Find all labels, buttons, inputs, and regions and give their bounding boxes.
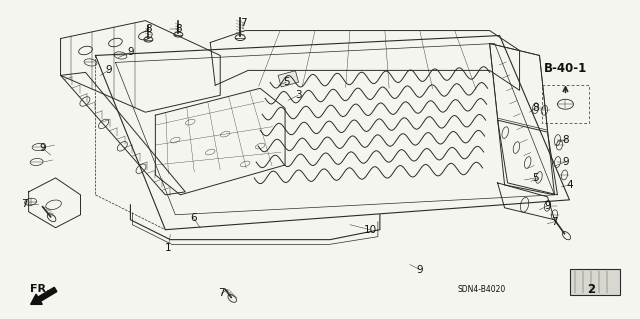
Text: 6: 6 bbox=[190, 213, 196, 223]
Text: 7: 7 bbox=[218, 288, 225, 298]
FancyBboxPatch shape bbox=[570, 269, 620, 295]
Bar bbox=[541, 85, 589, 123]
Text: 7: 7 bbox=[551, 217, 558, 227]
Text: 9: 9 bbox=[562, 157, 569, 167]
Text: 8: 8 bbox=[145, 24, 152, 33]
Text: 8: 8 bbox=[532, 103, 539, 113]
Bar bbox=[278, 71, 298, 87]
Text: 9: 9 bbox=[544, 201, 551, 211]
Text: 7: 7 bbox=[21, 199, 28, 209]
Text: 9: 9 bbox=[417, 264, 423, 275]
Text: 8: 8 bbox=[562, 135, 569, 145]
Text: 9: 9 bbox=[39, 143, 46, 153]
Text: 5: 5 bbox=[532, 173, 539, 183]
Text: 3: 3 bbox=[295, 90, 301, 100]
Text: 5: 5 bbox=[283, 77, 289, 87]
Text: 2: 2 bbox=[588, 283, 595, 296]
Text: 8: 8 bbox=[175, 24, 182, 33]
Text: 1: 1 bbox=[165, 243, 172, 253]
FancyArrow shape bbox=[31, 287, 57, 304]
Text: 10: 10 bbox=[364, 225, 376, 235]
Text: SDN4-B4020: SDN4-B4020 bbox=[458, 285, 506, 294]
Text: 9: 9 bbox=[127, 48, 134, 57]
Text: 9: 9 bbox=[105, 65, 112, 75]
Text: B-40-1: B-40-1 bbox=[544, 62, 587, 75]
Text: FR.: FR. bbox=[30, 285, 51, 294]
Text: 4: 4 bbox=[566, 180, 573, 190]
Text: 7: 7 bbox=[240, 18, 246, 28]
